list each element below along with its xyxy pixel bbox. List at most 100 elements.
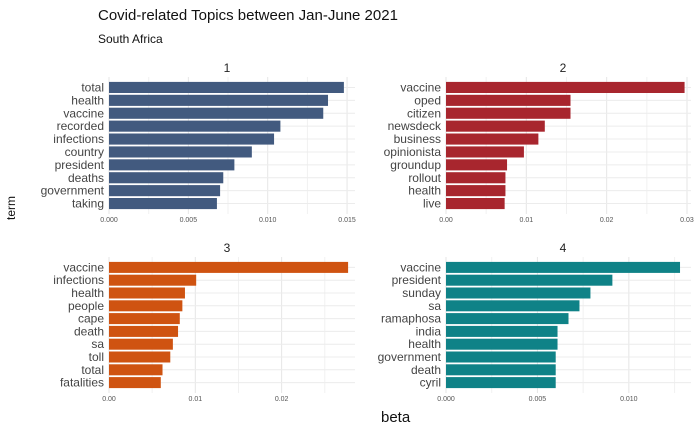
term-label-recorded: recorded (57, 119, 104, 133)
term-label-country: country (65, 145, 104, 159)
term-label-sa: sa (91, 337, 104, 351)
term-label-death: death (411, 363, 441, 377)
term-label-infections: infections (53, 132, 104, 146)
tick-label: 0.03 (680, 217, 694, 224)
term-label-business: business (394, 132, 441, 146)
term-label-opinionista: opinionista (384, 145, 442, 159)
term-label-vaccine: vaccine (63, 260, 104, 274)
term-label-death: death (74, 324, 104, 338)
term-label-government: government (41, 184, 105, 198)
tick-label: 0.00 (439, 217, 453, 224)
bar-india (446, 325, 558, 337)
bar-total (109, 364, 163, 376)
tick-label: 0.010 (259, 217, 277, 224)
bar-rollout (446, 172, 506, 184)
term-label-toll: toll (89, 350, 104, 364)
bar-health (109, 287, 185, 299)
tick-label: 0.02 (600, 217, 614, 224)
bar-vaccine (446, 261, 681, 273)
term-label-deaths: deaths (68, 171, 104, 185)
chart-subtitle: South Africa (98, 32, 163, 46)
term-label-health: health (408, 337, 441, 351)
bar-health (446, 185, 506, 197)
bar-groundup (446, 159, 508, 171)
bar-cyril (446, 377, 556, 389)
tick-label: 0.00 (102, 396, 116, 403)
bar-sa (446, 300, 580, 312)
tick-label: 0.01 (189, 396, 203, 403)
bar-recorded (109, 120, 281, 132)
term-label-total: total (81, 80, 104, 94)
term-label-cape: cape (78, 312, 104, 326)
term-label-government: government (378, 350, 442, 364)
term-label-fatalities: fatalities (60, 376, 104, 390)
bar-fatalities (109, 377, 161, 389)
term-label-cyril: cyril (420, 376, 441, 390)
facet-panel-2: vaccineopedcitizennewsdeckbusinessopinio… (384, 61, 694, 224)
facet-label: 3 (224, 241, 231, 255)
bar-newsdeck (446, 120, 545, 132)
bar-vaccine (446, 81, 685, 93)
facet-label: 4 (560, 241, 567, 255)
term-label-newsdeck: newsdeck (388, 119, 442, 133)
x-axis-title: beta (381, 409, 411, 426)
tick-label: 0.005 (529, 396, 547, 403)
bar-toll (109, 351, 171, 363)
chart-title: Covid-related Topics between Jan-June 20… (98, 7, 398, 24)
facet-panel-3: vaccineinfectionshealthpeoplecapedeathsa… (53, 241, 355, 403)
bar-country (109, 146, 252, 158)
term-label-live: live (423, 197, 441, 211)
term-label-india: india (416, 324, 442, 338)
bar-government (109, 185, 221, 197)
term-label-rollout: rollout (408, 171, 441, 185)
tick-label: 0.015 (338, 217, 356, 224)
term-label-total: total (81, 363, 104, 377)
term-label-taking: taking (72, 197, 104, 211)
tick-label: 0.01 (520, 217, 534, 224)
term-label-infections: infections (53, 273, 104, 287)
bar-business (446, 133, 539, 145)
tick-label: 0.000 (100, 217, 118, 224)
term-label-health: health (71, 93, 104, 107)
facet-panel-4: vaccinepresidentsundaysaramaphosaindiahe… (378, 241, 691, 403)
bar-sa (109, 338, 173, 350)
tick-label: 0.02 (275, 396, 289, 403)
bar-cape (109, 313, 180, 325)
bar-vaccine (109, 261, 349, 273)
bar-opinionista (446, 146, 524, 158)
bar-ramaphosa (446, 313, 569, 325)
tick-label: 0.005 (180, 217, 198, 224)
term-label-sunday: sunday (402, 286, 441, 300)
term-label-sa: sa (428, 299, 441, 313)
facet-label: 2 (560, 61, 567, 75)
term-label-groundup: groundup (390, 158, 441, 172)
bar-government (446, 351, 556, 363)
bar-oped (446, 94, 571, 106)
bar-president (109, 159, 235, 171)
bar-death (109, 325, 179, 337)
bar-total (109, 81, 344, 93)
term-label-health: health (408, 184, 441, 198)
bar-health (446, 338, 558, 350)
bar-taking (109, 198, 217, 210)
term-label-citizen: citizen (407, 106, 441, 120)
bar-president (446, 274, 613, 286)
bar-health (109, 94, 329, 106)
bar-vaccine (109, 107, 324, 119)
term-label-oped: oped (414, 93, 441, 107)
bar-death (446, 364, 556, 376)
term-label-people: people (68, 299, 104, 313)
term-label-health: health (71, 286, 104, 300)
facet-label: 1 (224, 61, 231, 75)
term-label-president: president (55, 158, 105, 172)
tick-label: 0.010 (620, 396, 638, 403)
bar-infections (109, 274, 197, 286)
term-label-president: president (392, 273, 442, 287)
bar-infections (109, 133, 275, 145)
facet-panel-1: totalhealthvaccinerecordedinfectionscoun… (41, 61, 356, 224)
bar-live (446, 198, 505, 210)
bar-citizen (446, 107, 571, 119)
term-label-vaccine: vaccine (400, 80, 441, 94)
